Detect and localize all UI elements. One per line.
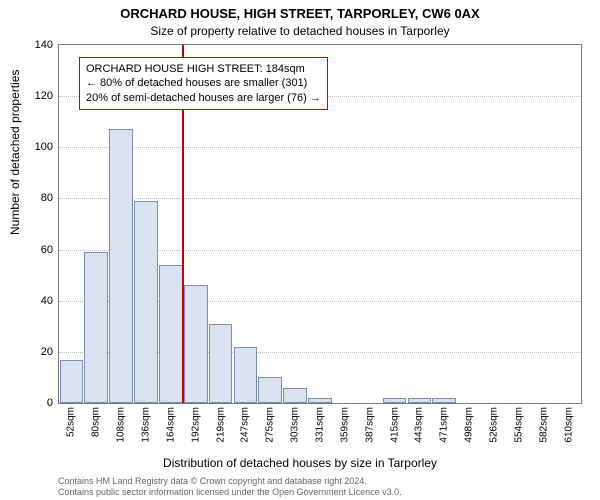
y-tick-label: 40	[41, 295, 53, 307]
x-tick-label: 108sqm	[116, 407, 127, 443]
plot-area: 02040608010012014052sqm80sqm108sqm136sqm…	[58, 44, 582, 404]
histogram-bar	[209, 324, 233, 403]
x-tick-label: 192sqm	[190, 407, 201, 443]
x-tick-label: 415sqm	[389, 407, 400, 443]
x-tick-label: 164sqm	[165, 407, 176, 443]
annotation-box: ORCHARD HOUSE HIGH STREET: 184sqm← 80% o…	[79, 57, 328, 110]
x-tick-label: 610sqm	[563, 407, 574, 443]
x-tick-label: 526sqm	[489, 407, 500, 443]
gridline	[59, 198, 581, 199]
x-tick-label: 554sqm	[513, 407, 524, 443]
x-tick-label: 247sqm	[240, 407, 251, 443]
chart-footer: Contains HM Land Registry data © Crown c…	[58, 476, 402, 498]
histogram-bar	[84, 252, 108, 403]
x-tick-label: 582sqm	[538, 407, 549, 443]
histogram-bar	[408, 398, 432, 403]
histogram-bar	[283, 388, 307, 403]
annotation-line: ← 80% of detached houses are smaller (30…	[86, 76, 321, 90]
y-tick-label: 0	[47, 397, 53, 409]
x-tick-label: 331sqm	[315, 407, 326, 443]
y-tick-label: 120	[35, 90, 53, 102]
y-tick-label: 20	[41, 346, 53, 358]
histogram-bar	[184, 285, 208, 403]
histogram-bar	[234, 347, 258, 403]
footer-line-1: Contains HM Land Registry data © Crown c…	[58, 476, 402, 487]
footer-line-2: Contains public sector information licen…	[58, 487, 402, 498]
x-tick-label: 498sqm	[464, 407, 475, 443]
histogram-bar	[432, 398, 456, 403]
histogram-bar	[159, 265, 183, 403]
x-tick-label: 359sqm	[339, 407, 350, 443]
x-tick-label: 471sqm	[439, 407, 450, 443]
y-axis-label: Number of detached properties	[8, 70, 22, 235]
x-tick-label: 443sqm	[414, 407, 425, 443]
y-tick-label: 80	[41, 192, 53, 204]
histogram-bar	[109, 129, 133, 403]
x-tick-label: 275sqm	[265, 407, 276, 443]
x-tick-label: 80sqm	[91, 407, 102, 437]
histogram-bar	[134, 201, 158, 403]
chart-subtitle: Size of property relative to detached ho…	[0, 24, 600, 38]
x-tick-label: 136sqm	[141, 407, 152, 443]
y-tick-label: 60	[41, 244, 53, 256]
histogram-bar	[308, 398, 332, 403]
x-tick-label: 219sqm	[215, 407, 226, 443]
annotation-line: ORCHARD HOUSE HIGH STREET: 184sqm	[86, 62, 321, 76]
x-tick-label: 52sqm	[66, 407, 77, 437]
gridline	[59, 147, 581, 148]
y-tick-label: 100	[35, 141, 53, 153]
annotation-line: 20% of semi-detached houses are larger (…	[86, 91, 321, 105]
x-tick-label: 387sqm	[364, 407, 375, 443]
x-axis-label: Distribution of detached houses by size …	[0, 456, 600, 470]
chart-container: ORCHARD HOUSE, HIGH STREET, TARPORLEY, C…	[0, 0, 600, 500]
chart-title: ORCHARD HOUSE, HIGH STREET, TARPORLEY, C…	[0, 6, 600, 21]
y-tick-label: 140	[35, 39, 53, 51]
histogram-bar	[60, 360, 84, 403]
histogram-bar	[383, 398, 407, 403]
x-tick-label: 303sqm	[290, 407, 301, 443]
histogram-bar	[258, 377, 282, 403]
